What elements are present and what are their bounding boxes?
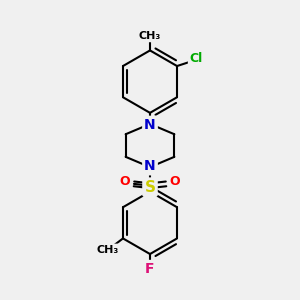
Text: O: O (120, 175, 130, 188)
Text: Cl: Cl (190, 52, 203, 65)
Text: F: F (145, 262, 155, 276)
Text: N: N (144, 159, 156, 173)
Text: N: N (144, 118, 156, 132)
Text: CH₃: CH₃ (139, 31, 161, 40)
Text: CH₃: CH₃ (97, 245, 119, 255)
Text: S: S (145, 180, 155, 195)
Text: O: O (170, 175, 180, 188)
